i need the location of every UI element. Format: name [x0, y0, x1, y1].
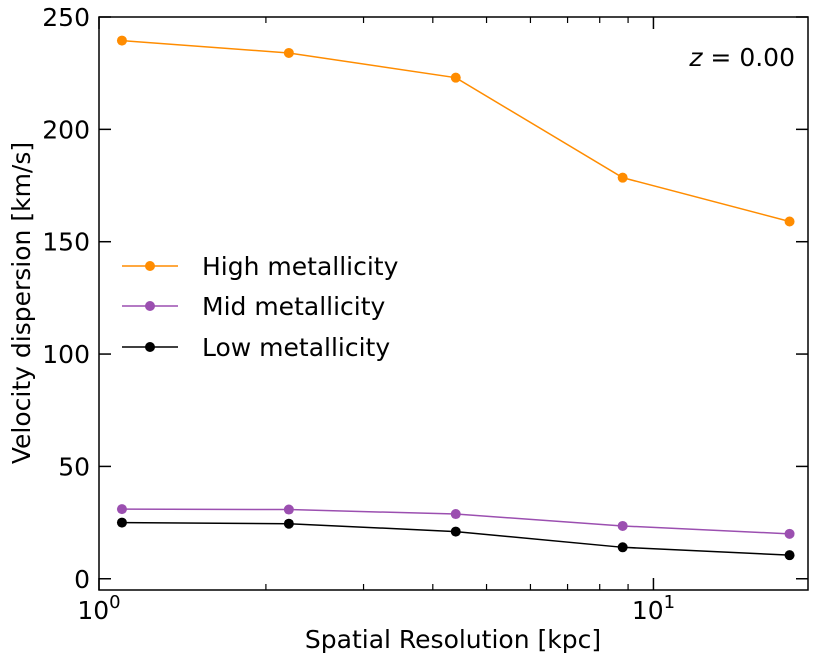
data-point-high [784, 216, 795, 227]
data-point-mid [283, 504, 294, 515]
y-tick-label: 250 [42, 3, 90, 32]
data-point-mid [450, 509, 461, 520]
data-point-low [116, 517, 127, 528]
data-point-low [617, 542, 628, 553]
y-tick-label: 100 [42, 340, 90, 369]
data-point-mid [116, 504, 127, 515]
data-point-mid [617, 520, 628, 531]
data-point-low [784, 550, 795, 561]
data-point-high [450, 72, 461, 83]
legend-marker-high [145, 261, 155, 271]
y-tick-label: 50 [58, 452, 90, 481]
data-point-low [283, 518, 294, 529]
y-tick-label: 0 [74, 565, 90, 594]
data-point-high [283, 47, 294, 58]
x-axis-label: Spatial Resolution [kpc] [305, 625, 601, 654]
y-tick-label: 200 [42, 115, 90, 144]
annotation-text: z = 0.00 [688, 43, 795, 72]
legend-marker-low [145, 342, 155, 352]
data-point-low [450, 526, 461, 537]
y-axis-label: Velocity dispersion [km/s] [7, 142, 36, 464]
x-tick-label: 101 [632, 592, 675, 625]
data-point-high [617, 172, 628, 183]
data-point-high [116, 35, 127, 46]
data-point-mid [784, 528, 795, 539]
y-tick-label: 150 [42, 228, 90, 257]
legend-label-low: Low metallicity [202, 333, 390, 362]
x-tick-label: 100 [77, 592, 120, 625]
legend-label-high: High metallicity [202, 252, 399, 281]
plot-frame [98, 16, 809, 591]
legend-label-mid: Mid metallicity [202, 292, 386, 321]
legend: High metallicity Mid metallicity Low met… [122, 252, 399, 362]
series-points [116, 35, 795, 561]
legend-marker-mid [145, 301, 155, 311]
ticks: 0 50 100 150 200 250 100 101 [42, 3, 808, 625]
